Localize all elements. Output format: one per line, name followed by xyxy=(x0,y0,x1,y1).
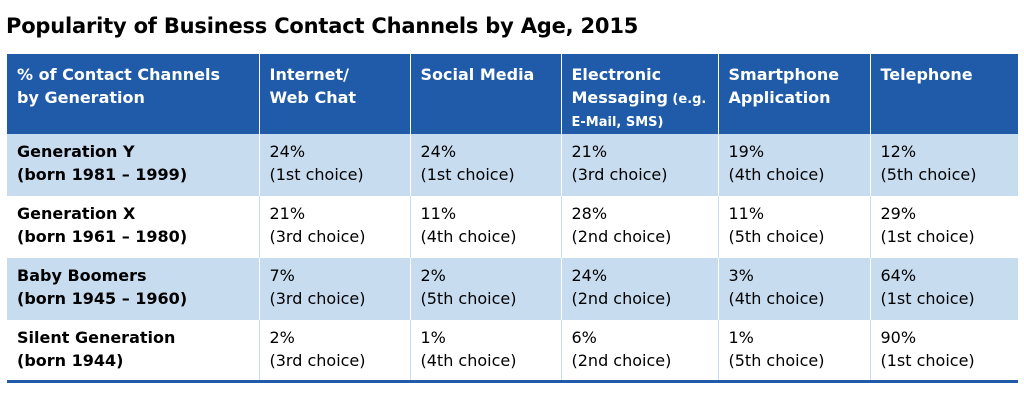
choice-rank: (3rd choice) xyxy=(269,227,366,246)
value-cell: 6% (2nd choice) xyxy=(561,320,719,382)
percent-value: 24% xyxy=(571,266,608,285)
generation-born: (born 1945 – 1960) xyxy=(17,289,188,308)
choice-rank: (1st choice) xyxy=(880,351,975,370)
generation-cell: Silent Generation (born 1944) xyxy=(7,320,260,382)
percent-value: 24% xyxy=(420,142,457,161)
generation-born: (born 1981 – 1999) xyxy=(17,165,188,184)
table-row: Generation X (born 1961 – 1980) 21% (3rd … xyxy=(7,196,1018,258)
choice-rank: (4th choice) xyxy=(420,227,517,246)
header-generation: % of Contact Channels by Generation xyxy=(7,54,260,134)
header-electronic-messaging: Electronic Messaging (e.g. E-Mail, SMS) xyxy=(561,54,719,134)
percent-value: 6% xyxy=(571,328,597,347)
choice-rank: (1st choice) xyxy=(880,289,975,308)
choice-rank: (4th choice) xyxy=(420,351,517,370)
contact-channels-table: % of Contact Channels by Generation Inte… xyxy=(7,54,1018,382)
percent-value: 29% xyxy=(880,204,917,223)
value-cell: 11% (5th choice) xyxy=(718,196,871,258)
header-line: Telephone xyxy=(880,65,973,84)
generation-cell: Generation Y (born 1981 – 1999) xyxy=(7,134,260,196)
header-smartphone-application: Smartphone Application xyxy=(718,54,871,134)
choice-rank: (1st choice) xyxy=(880,227,975,246)
value-cell: 24% (1st choice) xyxy=(410,134,562,196)
choice-rank: (5th choice) xyxy=(880,165,977,184)
percent-value: 12% xyxy=(880,142,917,161)
value-cell: 21% (3rd choice) xyxy=(561,134,719,196)
percent-value: 28% xyxy=(571,204,608,223)
percent-value: 2% xyxy=(269,328,295,347)
header-line: Messaging (e.g. xyxy=(572,86,712,111)
header-line: Internet/ xyxy=(269,65,349,84)
value-cell: 19% (4th choice) xyxy=(718,134,871,196)
generation-cell: Generation X (born 1961 – 1980) xyxy=(7,196,260,258)
percent-value: 3% xyxy=(728,266,754,285)
table-row: Baby Boomers (born 1945 – 1960) 7% (3rd c… xyxy=(7,258,1018,320)
value-cell: 2% (3rd choice) xyxy=(259,320,411,382)
generation-born: (born 1944) xyxy=(17,351,124,370)
choice-rank: (3rd choice) xyxy=(269,289,366,308)
value-cell: 1% (5th choice) xyxy=(718,320,871,382)
page-title: Popularity of Business Contact Channels … xyxy=(6,14,639,38)
percent-value: 21% xyxy=(269,204,306,223)
generation-name: Baby Boomers xyxy=(17,266,147,285)
value-cell: 29% (1st choice) xyxy=(870,196,1018,258)
value-cell: 2% (5th choice) xyxy=(410,258,562,320)
choice-rank: (1st choice) xyxy=(269,165,364,184)
header-line: by Generation xyxy=(17,88,145,107)
generation-name: Generation Y xyxy=(17,142,135,161)
header-row: % of Contact Channels by Generation Inte… xyxy=(7,54,1018,134)
header-line-small: E-Mail, SMS) xyxy=(571,115,664,130)
percent-value: 11% xyxy=(728,204,765,223)
choice-rank: (2nd choice) xyxy=(571,227,672,246)
choice-rank: (3rd choice) xyxy=(269,351,366,370)
header-line: Application xyxy=(728,88,831,107)
choice-rank: (5th choice) xyxy=(728,351,825,370)
value-cell: 64% (1st choice) xyxy=(870,258,1018,320)
percent-value: 64% xyxy=(880,266,917,285)
choice-rank: (4th choice) xyxy=(728,165,825,184)
choice-rank: (2nd choice) xyxy=(571,351,672,370)
generation-cell: Baby Boomers (born 1945 – 1960) xyxy=(7,258,260,320)
header-telephone: Telephone xyxy=(870,54,1018,134)
table-row: Silent Generation (born 1944) 2% (3rd cho… xyxy=(7,320,1018,382)
choice-rank: (5th choice) xyxy=(728,227,825,246)
value-cell: 24% (2nd choice) xyxy=(561,258,719,320)
percent-value: 1% xyxy=(728,328,754,347)
generation-name: Silent Generation xyxy=(17,328,176,347)
header-line: % of Contact Channels xyxy=(17,65,220,84)
percent-value: 19% xyxy=(728,142,765,161)
value-cell: 7% (3rd choice) xyxy=(259,258,411,320)
header-line: Web Chat xyxy=(269,88,357,107)
percent-value: 90% xyxy=(880,328,917,347)
value-cell: 11% (4th choice) xyxy=(410,196,562,258)
choice-rank: (4th choice) xyxy=(728,289,825,308)
value-cell: 24% (1st choice) xyxy=(259,134,411,196)
percent-value: 24% xyxy=(269,142,306,161)
header-line: Electronic xyxy=(571,65,662,84)
header-social-media: Social Media xyxy=(410,54,562,134)
value-cell: 21% (3rd choice) xyxy=(259,196,411,258)
table-row: Generation Y (born 1981 – 1999) 24% (1st … xyxy=(7,134,1018,196)
percent-value: 11% xyxy=(420,204,457,223)
value-cell: 1% (4th choice) xyxy=(410,320,562,382)
choice-rank: (2nd choice) xyxy=(571,289,672,308)
value-cell: 3% (4th choice) xyxy=(718,258,871,320)
generation-name: Generation X xyxy=(17,204,136,223)
header-internet-web-chat: Internet/ Web Chat xyxy=(259,54,411,134)
percent-value: 7% xyxy=(269,266,295,285)
header-text-small: (e.g. xyxy=(667,92,707,107)
value-cell: 28% (2nd choice) xyxy=(561,196,719,258)
value-cell: 12% (5th choice) xyxy=(870,134,1018,196)
value-cell: 90% (1st choice) xyxy=(870,320,1018,382)
choice-rank: (3rd choice) xyxy=(571,165,668,184)
header-text: Messaging xyxy=(571,88,668,107)
choice-rank: (5th choice) xyxy=(420,289,517,308)
header-line: Smartphone xyxy=(728,65,840,84)
generation-born: (born 1961 – 1980) xyxy=(17,227,188,246)
percent-value: 21% xyxy=(571,142,608,161)
choice-rank: (1st choice) xyxy=(420,165,515,184)
header-line: Social Media xyxy=(420,65,535,84)
percent-value: 1% xyxy=(420,328,446,347)
percent-value: 2% xyxy=(420,266,446,285)
